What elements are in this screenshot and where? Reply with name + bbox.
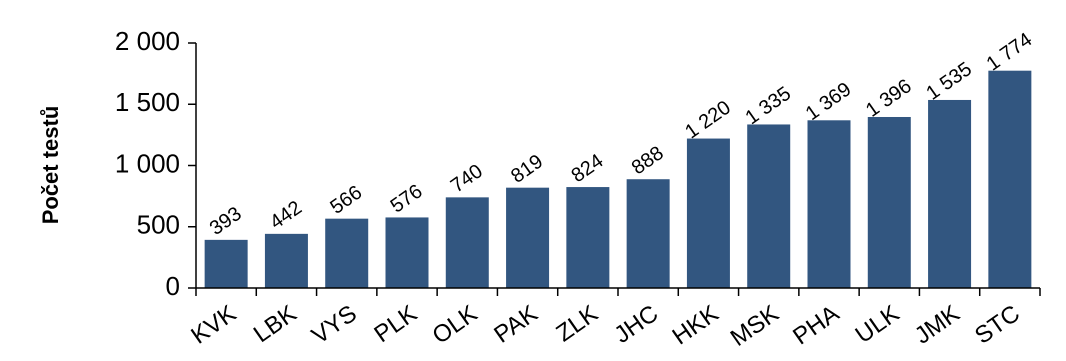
x-tick-label-vys: VYS: [307, 300, 362, 350]
bar-kvk: [204, 239, 248, 288]
x-tick-label-jhc: JHC: [610, 300, 664, 349]
y-axis-title: Počet testů: [38, 106, 63, 225]
data-label-stc: 1 774: [983, 29, 1037, 76]
bar-olk: [445, 197, 489, 288]
y-tick-label: 2 000: [115, 26, 180, 56]
bar-msk: [747, 124, 791, 289]
data-label-zlk: 824: [567, 150, 607, 187]
y-tick-label: 1 000: [115, 148, 180, 178]
x-tick-label-msk: MSK: [726, 300, 784, 352]
data-label-pha: 1 369: [802, 78, 856, 125]
y-tick-label: 500: [137, 210, 180, 240]
x-tick-label-pha: PHA: [788, 300, 844, 350]
x-tick-label-plk: PLK: [369, 300, 422, 348]
data-label-pak: 819: [507, 151, 547, 188]
bar-hkk: [686, 138, 730, 288]
bar-lbk: [264, 233, 308, 288]
data-label-plk: 576: [387, 180, 427, 217]
bar-ulk: [867, 116, 911, 289]
data-label-kvk: 393: [206, 203, 246, 240]
x-tick-label-kvk: KVK: [186, 300, 241, 350]
x-tick-label-pak: PAK: [489, 300, 542, 349]
data-label-jmk: 1 535: [922, 58, 976, 105]
x-tick-label-hkk: HKK: [668, 300, 724, 350]
x-tick-label-ulk: ULK: [851, 300, 905, 349]
data-label-vys: 566: [326, 181, 366, 218]
y-tick-label: 0: [166, 271, 180, 301]
data-label-lbk: 442: [266, 197, 306, 234]
data-label-olk: 740: [447, 160, 487, 197]
bar-plk: [385, 217, 429, 288]
x-tick-label-lbk: LBK: [249, 300, 302, 348]
x-tick-label-zlk: ZLK: [551, 300, 603, 347]
x-tick-label-jmk: JMK: [910, 300, 965, 350]
x-axis: KVK LBK VYS PLK OLK PAK ZLK JHC HKK MSK PHA ULK JMK S…: [186, 287, 1041, 352]
bar-jmk: [928, 99, 972, 289]
bar-vys: [325, 218, 369, 288]
bar-pha: [807, 120, 851, 288]
x-tick-label-stc: STC: [970, 300, 1025, 350]
bars: [204, 70, 1032, 289]
data-label-hkk: 1 220: [681, 97, 735, 144]
y-axis: 0 500 1 000 1 500 2 000: [115, 26, 197, 301]
bar-jhc: [626, 179, 670, 288]
data-label-jhc: 888: [628, 142, 668, 179]
data-label-ulk: 1 396: [862, 75, 916, 122]
bar-pak: [506, 187, 550, 288]
x-tick-label-olk: OLK: [428, 300, 483, 350]
data-label-msk: 1 335: [741, 83, 795, 130]
bar-zlk: [566, 187, 610, 288]
y-tick-label: 1 500: [115, 87, 180, 117]
bar-stc: [988, 70, 1032, 288]
